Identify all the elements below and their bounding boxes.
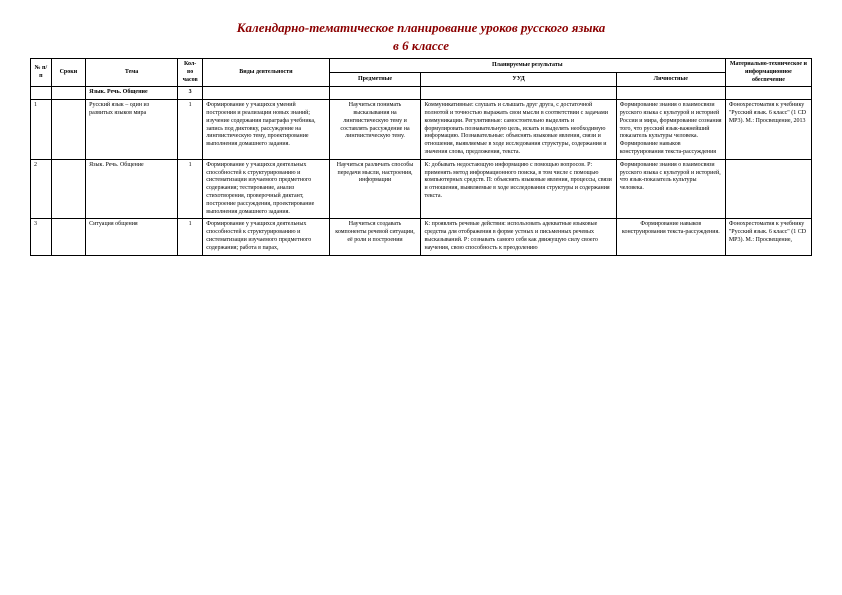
cell-uud: К: проявлять речевые действия: использов… [421, 219, 616, 255]
header-results: Планируемые результаты [329, 59, 725, 73]
cell-uud: Коммуникативные: слушать и слышать друг … [421, 100, 616, 160]
cell-material: Фонохрестоматия к учебнику "Русский язык… [725, 219, 811, 255]
section-hours: 3 [178, 87, 203, 100]
cell-date [51, 159, 85, 219]
cell-hours: 1 [178, 100, 203, 160]
cell-topic: Русский язык – один из развитых языков м… [86, 100, 178, 160]
cell-topic: Ситуация общения [86, 219, 178, 255]
header-num: № п/п [31, 59, 52, 87]
cell-activity: Формирование у учащихся деятельных спосо… [203, 159, 329, 219]
header-hours: Кол-во часов [178, 59, 203, 87]
section-row: Язык. Речь. Общение 3 [31, 87, 812, 100]
cell-subject: Научиться создавать компоненты речевой с… [329, 219, 421, 255]
section-topic: Язык. Речь. Общение [86, 87, 178, 100]
cell-personal: Формирование навыков конструирования тек… [616, 219, 725, 255]
cell-activity: Формирование у учащихся умений построени… [203, 100, 329, 160]
document-subtitle: в 6 классе [30, 38, 812, 54]
header-activity: Виды деятельности [203, 59, 329, 87]
cell-uud: К: добывать недостающую информацию с пом… [421, 159, 616, 219]
header-uud: УУД [421, 73, 616, 87]
cell-material [725, 159, 811, 219]
table-row: 3 Ситуация общения 1 Формирование у учащ… [31, 219, 812, 255]
header-topic: Тема [86, 59, 178, 87]
cell-personal: Формирование знания о взаимосвязи русско… [616, 159, 725, 219]
cell-subject: Научиться различать способы передачи мыс… [329, 159, 421, 219]
cell-date [51, 100, 85, 160]
header-personal: Личностные [616, 73, 725, 87]
planning-table: № п/п Сроки Тема Кол-во часов Виды деяте… [30, 58, 812, 256]
table-row: 2 Язык. Речь. Общение 1 Формирование у у… [31, 159, 812, 219]
cell-topic: Язык. Речь. Общение [86, 159, 178, 219]
document-title: Календарно-тематическое планирование уро… [30, 20, 812, 36]
cell-num: 3 [31, 219, 52, 255]
header-subject: Предметные [329, 73, 421, 87]
cell-personal: Формирование знания о взаимосвязи русско… [616, 100, 725, 160]
cell-hours: 1 [178, 219, 203, 255]
cell-num: 1 [31, 100, 52, 160]
cell-hours: 1 [178, 159, 203, 219]
cell-activity: Формирование у учащихся деятельных спосо… [203, 219, 329, 255]
table-row: 1 Русский язык – один из развитых языков… [31, 100, 812, 160]
cell-material: Фонохрестоматия к учебнику "Русский язык… [725, 100, 811, 160]
cell-date [51, 219, 85, 255]
header-material: Материально-техническое и информационное… [725, 59, 811, 87]
cell-subject: Научиться понимать высказывания на лингв… [329, 100, 421, 160]
header-date: Сроки [51, 59, 85, 87]
cell-num: 2 [31, 159, 52, 219]
